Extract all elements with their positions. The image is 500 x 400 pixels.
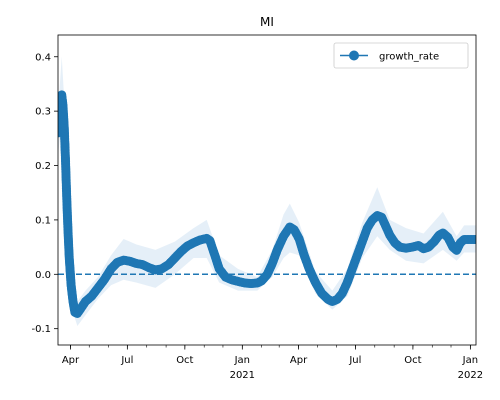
chart-title: MI [260,15,274,29]
plot-area-frame [57,34,477,346]
y-tick-label: 0.2 [35,161,51,172]
legend-marker-icon [349,50,359,61]
y-tick-label: 0.4 [35,52,51,63]
y-axis: -0.1 0.0 0.1 0.2 0.3 0.4 [31,52,58,335]
x-tick-year-label: 2022 [458,370,483,381]
legend-box [333,42,469,69]
x-tick-label: Jul [348,355,361,366]
legend-label-growth-rate: growth_rate [379,52,439,63]
y-tick-label: 0.3 [35,107,51,118]
x-tick-label: Oct [176,355,193,366]
x-tick-label: Jan [462,355,478,366]
y-tick-label: -0.1 [31,324,51,335]
x-axis: Apr Jul Oct Jan 2021 Apr Jul Oct Jan 2022 [62,345,483,381]
growth-rate-series [58,90,476,318]
band-area [58,56,476,326]
x-tick-label: Jan [234,355,250,366]
x-tick-label: Oct [404,355,421,366]
confidence-band [58,56,476,326]
y-tick-label: 0.0 [35,270,51,281]
y-tick-label: 0.1 [35,215,51,226]
x-tick-label: Jul [120,355,133,366]
legend: growth_rate [333,42,469,69]
x-tick-label: Apr [290,355,308,366]
x-tick-year-label: 2021 [230,370,255,381]
x-tick-label: Apr [62,355,80,366]
series-point [471,234,476,244]
